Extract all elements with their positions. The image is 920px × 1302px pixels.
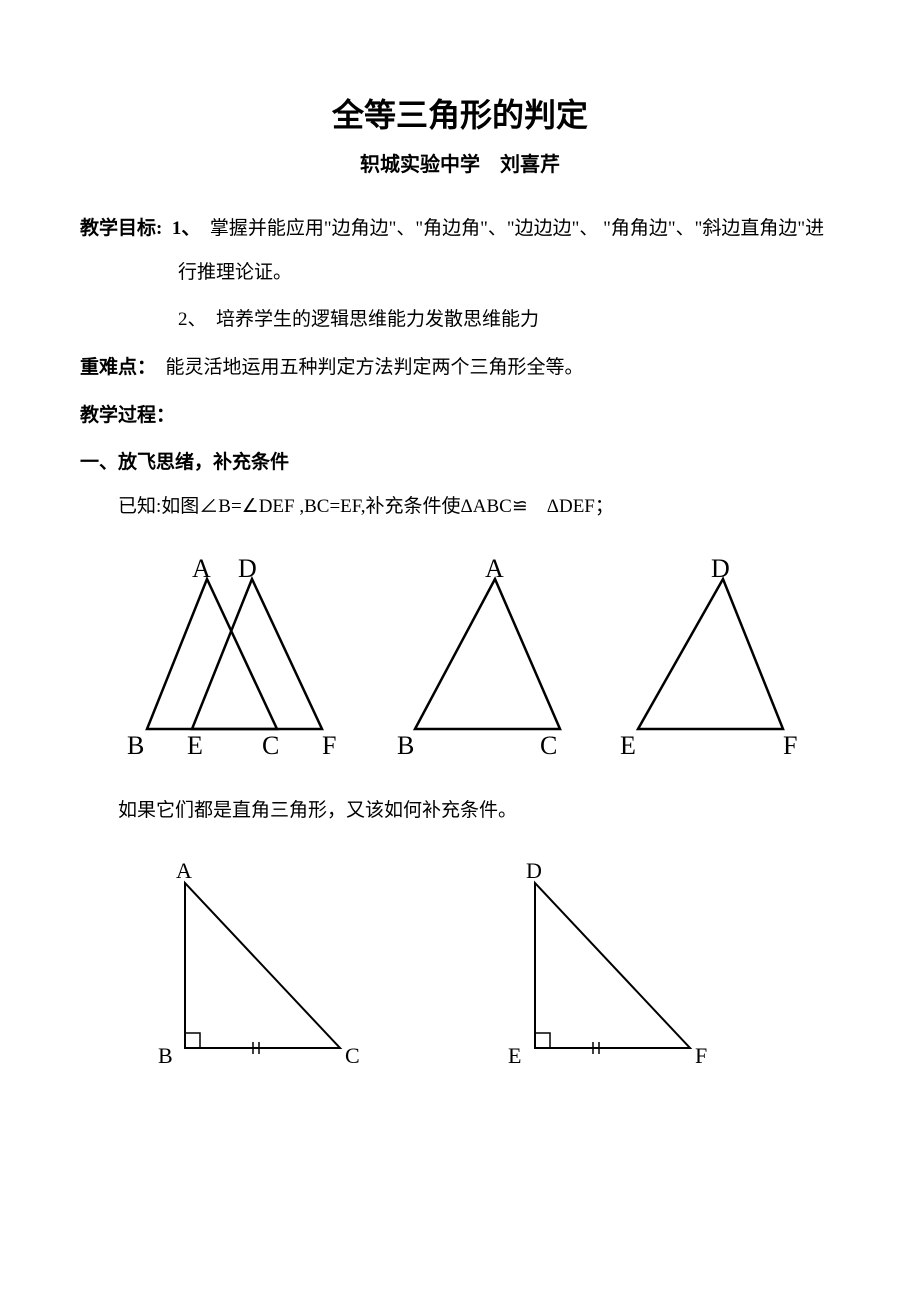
figures-row-1: A D B E C F A B C D E F [100, 549, 820, 759]
label-E: E [508, 1043, 521, 1068]
difficulty-text: 能灵活地运用五种判定方法判定两个三角形全等。 [166, 357, 584, 378]
label-D: D [526, 858, 542, 883]
label-F: F [695, 1043, 707, 1068]
goal-item1-num: 1、 [167, 218, 210, 239]
difficulty-label: 重难点： [80, 357, 156, 378]
label-C: C [345, 1043, 360, 1068]
label-A: A [192, 554, 211, 583]
page-subtitle: 轵城实验中学 刘喜芹 [80, 148, 840, 177]
label-D: D [711, 554, 730, 583]
process-label: 教学过程： [80, 394, 840, 438]
problem-text: 已知:如图∠B=∠DEF ,BC=EF,补充条件使ΔABC≌ ΔDEF； [80, 485, 840, 529]
difficulty-line: 重难点： 能灵活地运用五种判定方法判定两个三角形全等。 [80, 346, 840, 390]
label-D: D [238, 554, 257, 583]
label-F: F [322, 731, 336, 759]
figure-overlapping-triangles: A D B E C F [112, 549, 362, 759]
followup-text: 如果它们都是直角三角形，又该如何补充条件。 [80, 789, 840, 833]
figure-right-triangle-def: D E F [490, 853, 720, 1083]
label-E: E [187, 731, 203, 759]
figure-right-triangle-abc: A B C [140, 853, 370, 1083]
goal-label: 教学目标: [80, 218, 162, 239]
figure-triangle-abc: A B C [385, 549, 585, 759]
label-B: B [397, 731, 414, 759]
label-C: C [540, 731, 557, 759]
goal-line-1: 教学目标: 1、 掌握并能应用"边角边"、"角边角"、"边边边"、 "角角边"、… [80, 207, 840, 294]
label-F: F [783, 731, 797, 759]
figure-triangle-def: D E F [608, 549, 808, 759]
label-B: B [127, 731, 144, 759]
goal-line-2: 2、 培养学生的逻辑思维能力发散思维能力 [80, 298, 840, 342]
label-B: B [158, 1043, 173, 1068]
label-A: A [485, 554, 504, 583]
section1-heading: 一、放飞思绪，补充条件 [80, 441, 840, 485]
goal-item2-num: 2、 [178, 309, 207, 330]
label-C: C [262, 731, 279, 759]
figures-row-2: A B C D E F [140, 853, 780, 1083]
page-title: 全等三角形的判定 [80, 90, 840, 136]
label-E: E [620, 731, 636, 759]
goal-item1-text: 掌握并能应用"边角边"、"角边角"、"边边边"、 "角角边"、"斜边直角边"进行… [178, 218, 824, 283]
goal-item2-text: 培养学生的逻辑思维能力发散思维能力 [216, 309, 539, 330]
label-A: A [176, 858, 192, 883]
